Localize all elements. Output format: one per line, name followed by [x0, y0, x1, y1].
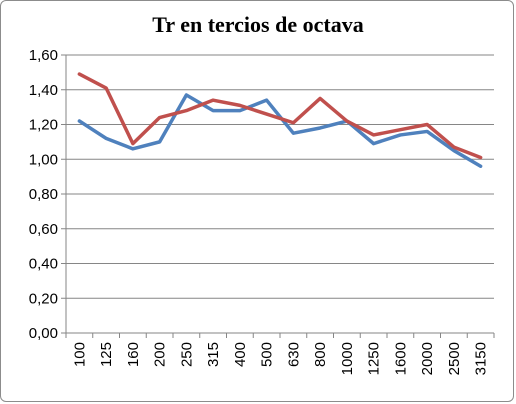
x-tick-label: 630 [285, 342, 302, 367]
x-tick-label: 500 [259, 342, 276, 367]
series-line-1 [77, 93, 483, 168]
y-tick-label: 0,00 [29, 325, 58, 342]
x-tick-label: 400 [232, 342, 249, 367]
y-tick-label: 0,20 [29, 290, 58, 307]
x-tick-label: 1000 [339, 342, 356, 375]
x-tick-label: 2500 [446, 342, 463, 375]
x-tick-label: 3150 [473, 342, 490, 375]
x-tick-label: 125 [98, 342, 115, 367]
x-tick-label: 315 [205, 342, 222, 367]
series-lines [77, 72, 483, 168]
x-tick-label: 800 [312, 342, 329, 367]
x-tick-label: 100 [71, 342, 88, 367]
y-tick-label: 0,60 [29, 221, 58, 238]
x-tick-label: 1250 [366, 342, 383, 375]
x-tick-label: 2000 [419, 342, 436, 375]
x-tick-labels: 100 125 160 200 250 315 400 500 630 800 1000 1250 16… [71, 342, 489, 375]
y-tick-label: 1,60 [29, 47, 58, 64]
x-tick-label: 1600 [392, 342, 409, 375]
chart-title: Tr en tercios de octava [152, 12, 364, 37]
y-tick-label: 0,80 [29, 186, 58, 203]
series-line-2 [77, 72, 483, 160]
x-tick-label: 200 [152, 342, 169, 367]
y-tick-labels: 0,00 0,20 0,40 0,60 0,80 1,00 1,20 1,40 1,60 [29, 47, 58, 342]
x-tick-label: 250 [178, 342, 195, 367]
y-tick-label: 1,20 [29, 117, 58, 134]
axes [61, 54, 495, 338]
gridlines [66, 54, 494, 334]
y-tick-label: 0,40 [29, 256, 58, 273]
x-tick-label: 160 [125, 342, 142, 367]
y-tick-label: 1,40 [29, 82, 58, 99]
y-tick-label: 1,00 [29, 151, 58, 168]
